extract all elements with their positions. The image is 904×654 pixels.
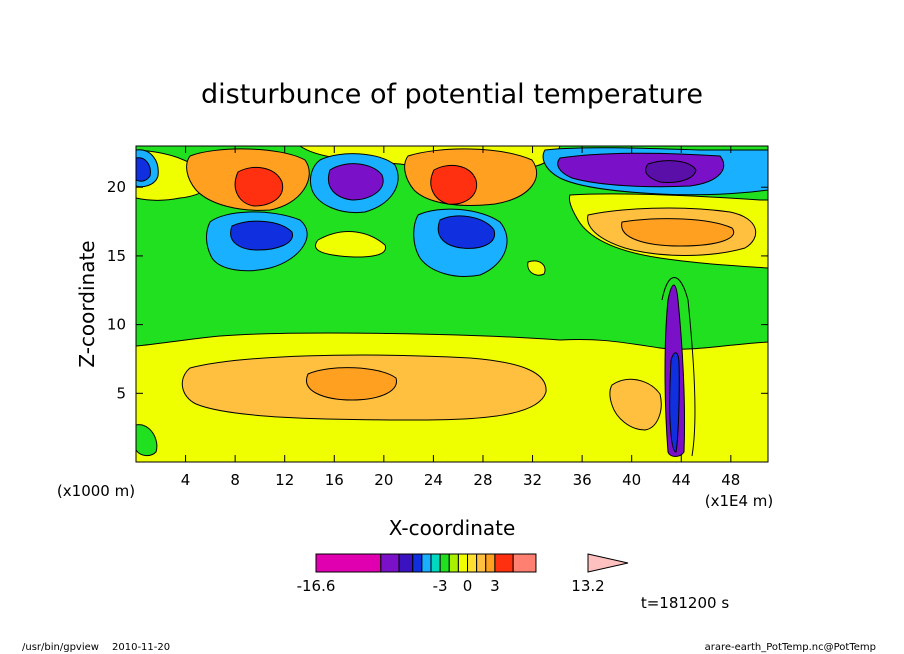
contour-purple-lobe-1 (328, 163, 384, 201)
colorbar-segment (457, 553, 469, 573)
colorbar-min-label: -16.6 (297, 577, 336, 595)
contour-plume-blue (669, 352, 680, 453)
y-axis-ticks: 5 10 15 20 (107, 178, 768, 402)
y-tick-label: 10 (107, 316, 126, 334)
colorbar-segment (315, 553, 382, 573)
colorbar-segment (412, 553, 423, 573)
contour-darkpurple-lobe (645, 160, 697, 183)
y-tick-label: 5 (116, 384, 126, 402)
contour-blue-lobe-1 (230, 220, 293, 251)
y-tick-label: 20 (107, 178, 126, 196)
footer-path: /usr/bin/gpview (22, 642, 99, 653)
colorbar-segment (512, 553, 537, 573)
colorbar-segment (398, 553, 414, 573)
x-tick-label: 40 (622, 471, 641, 489)
contour-yellow-blob-1 (315, 231, 386, 258)
x-tick-label: 16 (325, 471, 344, 489)
contour-yellow-blob-2 (527, 260, 546, 276)
colorbar-segment (476, 553, 487, 573)
contour-plume-outer (661, 277, 696, 457)
colorbar-segment (467, 553, 478, 573)
x-tick-label: 36 (573, 471, 592, 489)
contour-blue-left-edge (136, 157, 151, 182)
contour-red-core-2 (430, 164, 478, 205)
colorbar-segment (448, 553, 459, 573)
contour-red-core-1 (234, 166, 284, 207)
plot-area (136, 146, 768, 462)
x-tick-label: 44 (672, 471, 691, 489)
x-tick-label: 12 (275, 471, 294, 489)
plot-frame (135, 145, 769, 463)
x-axis-label: X-coordinate (389, 516, 516, 540)
colorbar-segment (421, 553, 432, 573)
contour-orange-right-lower (609, 378, 662, 431)
footer-source: arare-earth_PotTemp.nc@PotTemp (705, 642, 876, 653)
x-tick-label: 8 (230, 471, 240, 489)
contour-green-bottom-left (136, 424, 158, 457)
colorbar (315, 553, 629, 573)
colorbar-arrow (587, 553, 629, 573)
colorbar-segment (439, 553, 450, 573)
colorbar-label: 3 (490, 577, 500, 595)
time-annotation: t=181200 s (641, 594, 729, 612)
contour-blue-lobe-2 (437, 215, 496, 249)
colorbar-segment (430, 553, 441, 573)
contour-darkorange-right (621, 218, 735, 247)
chart-title: disturbunce of potential temperature (201, 79, 703, 110)
colorbar-segment (494, 553, 514, 573)
contour-darkorange-lower (306, 367, 397, 401)
x-unit-left: (x1000 m) (57, 482, 135, 500)
colorbar-segment (380, 553, 400, 573)
colorbar-max-label: 13.2 (571, 577, 604, 595)
x-axis-ticks: 4 8 12 16 20 24 28 32 36 40 44 48 (181, 146, 740, 489)
x-tick-label: 28 (473, 471, 492, 489)
x-tick-label: 24 (424, 471, 443, 489)
colorbar-segment (485, 553, 496, 573)
colorbar-label: -3 (433, 577, 448, 595)
x-tick-label: 32 (523, 471, 542, 489)
colorbar-labels: -16.6 13.2 -3 0 3 (297, 577, 605, 595)
colorbar-label: 0 (463, 577, 473, 595)
x-tick-label: 4 (181, 471, 191, 489)
x-tick-label: 48 (721, 471, 740, 489)
footer-date: 2010-11-20 (112, 642, 170, 653)
x-unit-right: (x1E4 m) (705, 492, 774, 510)
x-tick-label: 20 (374, 471, 393, 489)
y-axis-label: Z-coordinate (75, 240, 99, 367)
y-tick-label: 15 (107, 247, 126, 265)
